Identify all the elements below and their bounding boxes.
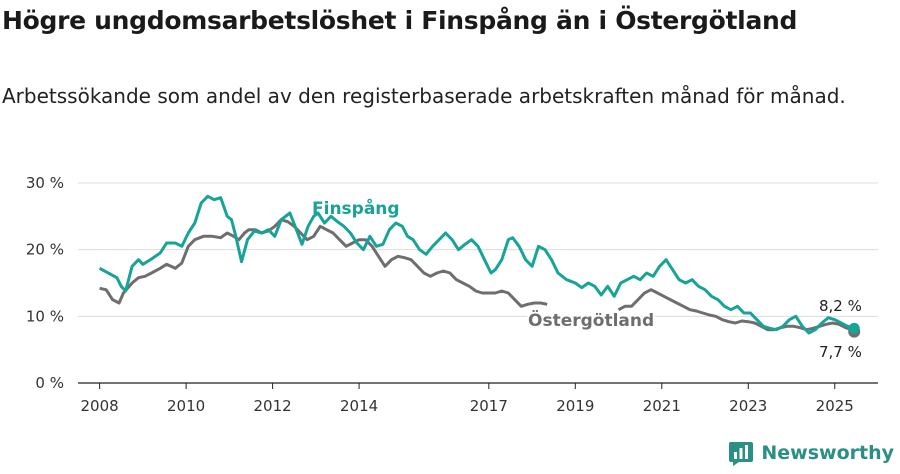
brand-logo: Newsworthy: [729, 440, 894, 466]
x-tick-label: 2008: [81, 397, 119, 415]
x-tick-label: 2021: [643, 397, 681, 415]
x-tick-label: 2025: [816, 397, 854, 415]
series-line-ostergotland: [99, 218, 548, 308]
x-tick-label: 2014: [340, 397, 378, 415]
end-value-finspang: 8,2 %: [819, 297, 862, 315]
chart-subtitle: Arbetssökande som andel av den registerb…: [2, 84, 846, 108]
end-point-finspang: [848, 322, 860, 334]
series-lines: [98, 194, 861, 338]
y-tick-label: 30 %: [26, 174, 64, 192]
x-tick-label: 2023: [729, 397, 767, 415]
end-value-ostergotland: 7,7 %: [819, 343, 862, 361]
y-tick-label: 0 %: [35, 374, 64, 392]
x-axis: 2008 2010 2012 2014 2017 2019 2021 2023 2025: [78, 382, 878, 415]
series-line-finspang: [98, 194, 855, 335]
series-label-finspang: Finspång: [312, 197, 400, 219]
y-tick-label: 20 %: [26, 241, 64, 259]
chart-title: Högre ungdomsarbetslöshet i Finspång än …: [2, 6, 798, 35]
x-tick-label: 2017: [470, 397, 508, 415]
y-tick-label: 10 %: [26, 307, 64, 325]
x-tick-label: 2019: [556, 397, 594, 415]
series-labels: Finspång Östergötland 8,2 % 7,7 %: [312, 197, 862, 361]
series-label-ostergotland: Östergötland: [528, 309, 654, 331]
brand-name: Newsworthy: [761, 442, 894, 464]
x-tick-label: 2012: [254, 397, 292, 415]
y-axis: 0 % 10 % 20 % 30 %: [26, 174, 64, 392]
bar-chart-logo-icon: [729, 442, 754, 466]
x-tick-label: 2010: [167, 397, 205, 415]
